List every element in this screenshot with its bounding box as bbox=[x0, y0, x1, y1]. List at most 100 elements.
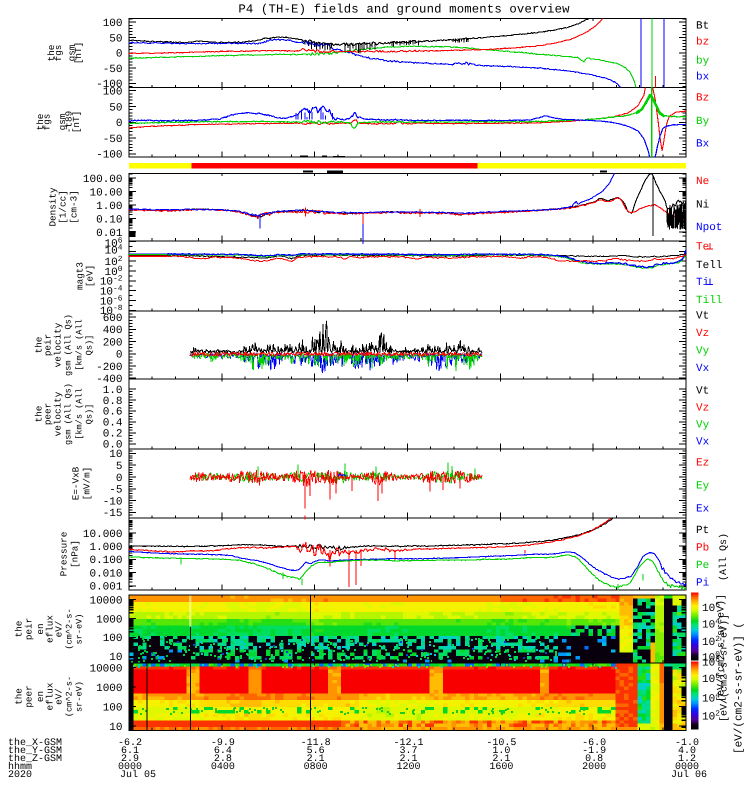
svg-text:[eV/(cm2-s-sr-eV)]: [eV/(cm2-s-sr-eV)] bbox=[716, 594, 728, 702]
svg-text:(cm^2-s-: (cm^2-s- bbox=[65, 608, 75, 649]
svg-text:velocity: velocity bbox=[53, 322, 64, 367]
svg-text:0.2: 0.2 bbox=[103, 429, 123, 441]
svg-text:peer: peer bbox=[43, 403, 54, 425]
svg-text:0.4: 0.4 bbox=[103, 418, 123, 430]
svg-text:1600: 1600 bbox=[489, 762, 513, 773]
svg-text:peir: peir bbox=[43, 334, 54, 356]
svg-text:Ni: Ni bbox=[696, 200, 710, 212]
svg-text:0000: 0000 bbox=[118, 762, 142, 773]
svg-text:0: 0 bbox=[116, 350, 123, 362]
svg-text:-1.0: -1.0 bbox=[675, 738, 699, 749]
svg-text:0: 0 bbox=[116, 473, 123, 485]
svg-text:0.100: 0.100 bbox=[89, 555, 122, 567]
svg-text:0.10: 0.10 bbox=[96, 214, 122, 226]
svg-text:[eV]: [eV] bbox=[85, 265, 96, 287]
svg-text:the_X-GSM: the_X-GSM bbox=[8, 737, 62, 749]
svg-text:6.1: 6.1 bbox=[121, 746, 139, 757]
svg-text:100.00: 100.00 bbox=[83, 174, 123, 186]
svg-text:Ne: Ne bbox=[696, 176, 709, 188]
svg-text:0800: 0800 bbox=[304, 762, 328, 773]
svg-text:10.000: 10.000 bbox=[83, 529, 123, 541]
svg-text:by: by bbox=[696, 56, 710, 68]
svg-text:Te: Te bbox=[696, 242, 709, 254]
svg-text:0: 0 bbox=[116, 49, 123, 61]
svg-text:peir: peir bbox=[24, 618, 35, 640]
svg-text:0400: 0400 bbox=[211, 762, 235, 773]
svg-text:Bz: Bz bbox=[696, 93, 709, 105]
svg-text:-10.5: -10.5 bbox=[486, 738, 516, 749]
svg-text:Ex: Ex bbox=[696, 504, 710, 516]
svg-text:-11.8: -11.8 bbox=[301, 738, 331, 749]
svg-text:600: 600 bbox=[103, 313, 123, 325]
svg-text:[1/cc]: [1/cc] bbox=[58, 190, 69, 223]
svg-text:Bt: Bt bbox=[696, 21, 709, 33]
svg-text:Ey: Ey bbox=[696, 481, 710, 493]
svg-text:Pi: Pi bbox=[696, 578, 710, 590]
svg-text:[cm-3]: [cm-3] bbox=[69, 190, 80, 223]
svg-text:sr-eV): sr-eV) bbox=[75, 614, 85, 645]
svg-text:5.6: 5.6 bbox=[307, 746, 325, 757]
svg-text:0.8: 0.8 bbox=[585, 754, 603, 765]
svg-text:4.0: 4.0 bbox=[678, 746, 696, 757]
svg-text:-100: -100 bbox=[96, 79, 122, 91]
svg-text:Pt: Pt bbox=[696, 525, 709, 537]
svg-text:fgs: fgs bbox=[42, 114, 53, 131]
svg-text:[nT]: [nT] bbox=[73, 42, 84, 64]
svg-text:[mV/m]: [mV/m] bbox=[82, 467, 93, 500]
svg-text:1.000: 1.000 bbox=[89, 542, 122, 554]
svg-text:[eV/(cm2-s-sr-eV)] (: [eV/(cm2-s-sr-eV)] ( bbox=[734, 622, 746, 754]
svg-text:-200: -200 bbox=[96, 362, 122, 374]
svg-text:100: 100 bbox=[103, 18, 123, 30]
svg-text:0: 0 bbox=[116, 118, 123, 130]
svg-text:gsm: gsm bbox=[67, 44, 78, 61]
svg-text:2.1: 2.1 bbox=[492, 754, 510, 765]
svg-text:Qs)]: Qs)] bbox=[85, 404, 95, 425]
svg-text:Pressure: Pressure bbox=[59, 532, 70, 577]
svg-text:-15: -15 bbox=[103, 508, 123, 520]
svg-text:gsm (All Qs): gsm (All Qs) bbox=[64, 314, 74, 376]
svg-text:Jul 05: Jul 05 bbox=[120, 769, 156, 781]
svg-text:1.0: 1.0 bbox=[103, 385, 123, 397]
svg-text:0000: 0000 bbox=[675, 762, 699, 773]
svg-text:50: 50 bbox=[109, 102, 122, 114]
svg-text:eV/: eV/ bbox=[54, 620, 65, 637]
svg-text:0.8: 0.8 bbox=[103, 396, 123, 408]
svg-text:gsm: gsm bbox=[57, 113, 68, 130]
svg-text:Pe: Pe bbox=[696, 560, 709, 572]
svg-text:the: the bbox=[14, 621, 25, 638]
svg-text:the: the bbox=[14, 688, 25, 705]
svg-text:Vy: Vy bbox=[696, 420, 710, 432]
svg-text:Density: Density bbox=[48, 187, 59, 226]
svg-text:[nPa]: [nPa] bbox=[70, 540, 81, 568]
svg-text:-400: -400 bbox=[96, 374, 122, 386]
svg-text:-50: -50 bbox=[103, 134, 123, 146]
svg-text:Vx: Vx bbox=[696, 437, 710, 449]
svg-text:bx: bx bbox=[696, 72, 710, 84]
svg-text:-5: -5 bbox=[109, 485, 122, 497]
svg-text:Vz: Vz bbox=[696, 403, 709, 415]
svg-text:bz: bz bbox=[696, 37, 709, 49]
svg-text:Ez: Ez bbox=[696, 458, 709, 470]
svg-text:-100: -100 bbox=[96, 150, 122, 162]
svg-text:eflux: eflux bbox=[45, 615, 56, 643]
svg-text:-50: -50 bbox=[103, 64, 123, 76]
svg-text:10: 10 bbox=[109, 449, 122, 461]
svg-text:0.001: 0.001 bbox=[89, 582, 122, 594]
svg-text:(All Qs): (All Qs) bbox=[718, 533, 730, 581]
svg-text:2.8: 2.8 bbox=[214, 754, 232, 765]
svg-text:-6.0: -6.0 bbox=[582, 738, 606, 749]
svg-text:peer: peer bbox=[24, 685, 35, 707]
svg-text:Qs)]: Qs)] bbox=[85, 335, 95, 356]
svg-text:fgs: fgs bbox=[53, 45, 64, 62]
svg-text:the: the bbox=[34, 406, 45, 423]
svg-text:1.2: 1.2 bbox=[678, 754, 696, 765]
svg-text:10: 10 bbox=[109, 652, 122, 664]
svg-text:0.6: 0.6 bbox=[103, 407, 123, 419]
svg-text:1000: 1000 bbox=[96, 683, 122, 695]
svg-text:1000: 1000 bbox=[96, 614, 122, 626]
svg-text:Vx: Vx bbox=[696, 363, 710, 375]
svg-text:the_Z-GSM: the_Z-GSM bbox=[8, 753, 62, 765]
svg-text:the: the bbox=[46, 45, 57, 62]
svg-text:(cm^2-s-: (cm^2-s- bbox=[65, 676, 75, 717]
svg-text:Ti: Ti bbox=[696, 277, 710, 289]
